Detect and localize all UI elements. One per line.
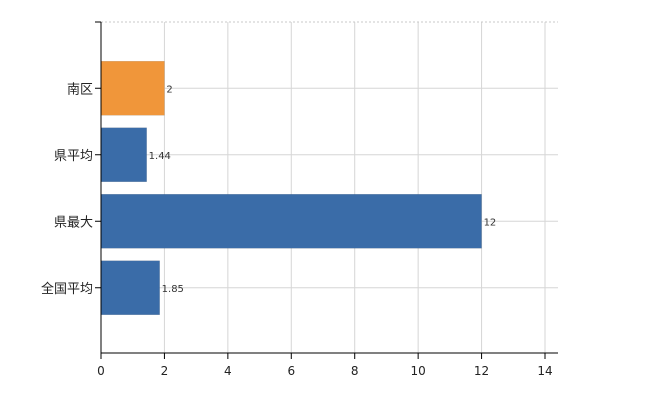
data-label: 1.85 — [162, 284, 184, 295]
labels: 2 南区 1.44 県平均 12 県最大 1.85 全国平均 0 2 4 6 8 10 12 14 — [41, 81, 553, 378]
bar — [100, 194, 482, 249]
category-label: 県最大 — [54, 215, 93, 230]
x-tick-label: 12 — [474, 364, 489, 378]
x-tick-label: 6 — [287, 364, 295, 378]
bars — [100, 61, 482, 315]
category-label: 南区 — [67, 81, 93, 97]
x-tick-label: 14 — [537, 364, 552, 378]
data-label: 1.44 — [149, 151, 171, 162]
data-label: 12 — [484, 217, 497, 228]
x-tick-label: 10 — [411, 364, 426, 378]
grid-lines — [101, 21, 558, 353]
axes — [95, 21, 558, 359]
category-label: 全国平均 — [41, 281, 93, 297]
bar — [100, 260, 160, 315]
x-tick-label: 8 — [351, 364, 359, 378]
data-label: 2 — [166, 84, 172, 95]
category-label: 県平均 — [54, 149, 93, 164]
x-tick-label: 2 — [161, 364, 169, 378]
bar — [100, 127, 147, 182]
bar — [100, 61, 165, 116]
x-tick-label: 4 — [224, 364, 232, 378]
x-tick-label: 0 — [97, 364, 105, 378]
